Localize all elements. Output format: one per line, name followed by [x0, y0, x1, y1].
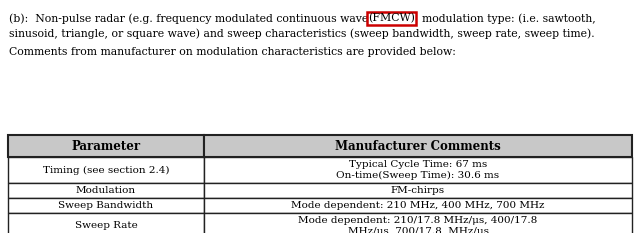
Text: Manufacturer Comments: Manufacturer Comments [335, 140, 501, 153]
Bar [204, 135, 632, 157]
Text: Sweep Bandwidth: Sweep Bandwidth [58, 201, 154, 210]
Text: FM-chirps: FM-chirps [391, 186, 445, 195]
Text: Mode dependent: 210/17.8 MHz/μs, 400/17.8
MHz/μs, 700/17.8  MHz/μs: Mode dependent: 210/17.8 MHz/μs, 400/17.… [298, 216, 538, 233]
Bar [204, 183, 632, 198]
Bar [8, 135, 204, 157]
Text: sinusoid, triangle, or square wave) and sweep characteristics (sweep bandwidth, : sinusoid, triangle, or square wave) and … [9, 28, 595, 39]
Text: Mode dependent: 210 MHz, 400 MHz, 700 MHz: Mode dependent: 210 MHz, 400 MHz, 700 MH… [291, 201, 545, 210]
Text: (FMCW): (FMCW) [368, 13, 415, 23]
Bar [8, 213, 204, 233]
Bar [8, 157, 204, 183]
Bar [204, 213, 632, 233]
Text: Comments from manufacturer on modulation characteristics are provided below:: Comments from manufacturer on modulation… [9, 47, 456, 57]
Bar [8, 183, 204, 198]
Text: Timing (see section 2.4): Timing (see section 2.4) [43, 165, 169, 175]
Text: Parameter: Parameter [72, 140, 141, 153]
Text: Modulation: Modulation [76, 186, 136, 195]
Bar [8, 198, 204, 213]
Text: (b):  Non-pulse radar (e.g. frequency modulated continuous wave: (b): Non-pulse radar (e.g. frequency mod… [9, 13, 368, 24]
Text: Typical Cycle Time: 67 ms
On-time(Sweep Time): 30.6 ms: Typical Cycle Time: 67 ms On-time(Sweep … [337, 160, 500, 180]
Bar [204, 157, 632, 183]
Text: Sweep Rate: Sweep Rate [75, 222, 138, 230]
Bar [204, 198, 632, 213]
Text: modulation type: (i.e. sawtooth,: modulation type: (i.e. sawtooth, [415, 13, 596, 24]
